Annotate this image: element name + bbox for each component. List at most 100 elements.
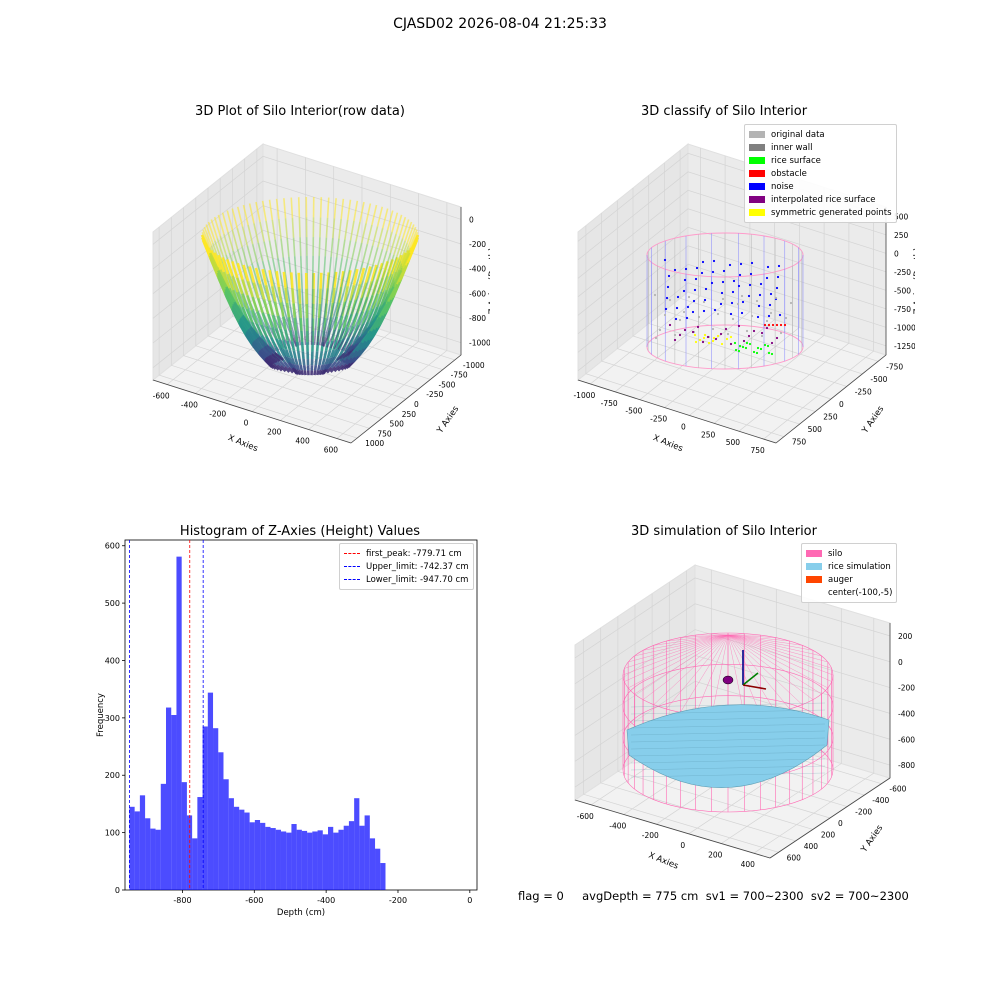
panel1-scan-segment	[265, 344, 276, 355]
legend-entry: silo	[806, 547, 892, 560]
panel1-scan-segment	[319, 197, 323, 218]
histogram-bars	[129, 556, 386, 890]
panel1-scan-segment	[302, 315, 305, 326]
panel1-scan-segment	[315, 351, 319, 360]
histogram-x-tick-label: -600	[245, 896, 263, 905]
panel2-noise-point	[703, 298, 707, 302]
panel1-scan-segment	[342, 258, 348, 277]
histogram-bar	[202, 726, 208, 890]
panel1-scan-segment	[330, 317, 337, 329]
panel1-scan-segment	[334, 329, 341, 340]
panel1-scan-segment	[261, 261, 268, 279]
panel1-scan-segment	[250, 309, 259, 325]
panel1-scan-segment	[241, 306, 250, 322]
panel4-x-gridline	[721, 608, 842, 844]
panel1-z-tick-label: -400	[469, 265, 486, 274]
histogram-bar	[223, 779, 229, 890]
panel4-silo-roof-line	[727, 634, 832, 682]
panel1-scan-segment	[252, 340, 262, 351]
histogram-bar	[348, 821, 355, 890]
panel1-x-axis-label: X Axies	[226, 433, 259, 454]
histogram-bar	[176, 556, 182, 890]
panel2-y-gridline	[664, 162, 863, 375]
legend-swatch	[806, 576, 822, 583]
legend-swatch	[749, 196, 765, 203]
panel2-noise-point	[682, 289, 686, 293]
histogram-bar	[166, 707, 172, 890]
panel1-scan-segment	[358, 267, 366, 285]
panel4-z-tick-label: -600	[898, 735, 915, 744]
panel1-scan-segment	[271, 276, 278, 293]
histogram-bar	[317, 830, 323, 890]
panel2-symmetric-point	[716, 334, 720, 338]
panel1-scan-segment	[208, 252, 220, 272]
panel1-scan-segment	[376, 228, 384, 248]
panel2-z-tick-label: -500	[894, 286, 911, 295]
histogram-bar	[343, 825, 349, 890]
panel1-scan-segment	[361, 244, 369, 263]
panel1-scan-segment	[358, 326, 366, 337]
panel1-scan-segment	[334, 347, 341, 357]
legend-swatch	[749, 131, 765, 138]
panel4-silo-roof-line	[727, 634, 813, 651]
panel1-scan-segment	[221, 212, 229, 233]
panel1-scan-segment	[352, 261, 359, 279]
panel4-silo-roof-line	[727, 634, 776, 638]
panel2-x-gridline	[689, 179, 800, 416]
legend-label: rice surface	[771, 155, 821, 166]
panel2-interpolated-point	[724, 327, 728, 331]
panel2-original-point	[789, 301, 793, 305]
panel4-auger-marker	[722, 675, 734, 685]
panel4-x-tick-label: 0	[680, 841, 685, 850]
panel2-interpolated-point	[696, 325, 700, 329]
panel1-scan-segment	[291, 217, 295, 238]
panel1-scan-segment	[300, 273, 303, 290]
panel2-noise-point	[691, 310, 695, 314]
panel1-scan-segment	[330, 304, 335, 317]
legend-swatch	[749, 157, 765, 164]
panel1-scan-segment	[364, 266, 372, 284]
panel1-scan-segment	[202, 229, 212, 249]
panel1-scan-segment	[371, 304, 380, 318]
panel1-scan-segment	[371, 226, 379, 246]
panel2-x-tick-label: -250	[650, 415, 667, 424]
panel1-scan-segment	[339, 306, 346, 320]
panel1-y-tick-label: -750	[451, 371, 468, 380]
panel1-scan-segment	[357, 296, 364, 311]
legend-label: symmetric generated points	[771, 207, 892, 218]
panel1-scan-segment	[297, 197, 301, 218]
panel2-y-gridline	[679, 150, 879, 362]
panel2-interpolated-point	[729, 342, 733, 346]
panel1-scan-segment	[329, 349, 335, 358]
panel4-x-tick-label: 400	[741, 860, 756, 869]
panel1-scan-segment	[353, 349, 362, 358]
panel2-original-point	[740, 294, 744, 298]
panel1-scan-segment	[330, 361, 337, 369]
panel2-x-tick-label: 0	[681, 422, 686, 431]
panel1-scan-segment	[400, 245, 410, 264]
panel1-scan-segment	[299, 256, 303, 274]
panel1-scan-segment	[334, 318, 341, 330]
panel1-scan-segment	[281, 348, 288, 358]
panel2-original-point	[658, 328, 662, 332]
panel2-x-tick-label: 250	[701, 430, 716, 439]
panel1-scan-segment	[290, 357, 296, 365]
panel2-noise-point	[686, 305, 690, 309]
panel2-noise-point	[722, 269, 726, 273]
panel1-scan-segment	[266, 321, 273, 333]
panel1-scan-segment	[268, 270, 274, 287]
panel1-scan-segment	[207, 221, 216, 242]
histogram-y-tick-label: 100	[105, 829, 120, 838]
panel1-scan-segment	[298, 358, 302, 366]
panel1-scan-segment	[356, 242, 363, 262]
panel2-y-tick-label: -500	[870, 375, 887, 384]
panel2-noise-point	[759, 282, 763, 286]
panel1-scan-segment	[395, 214, 403, 235]
panel1-scan-segment	[251, 342, 261, 352]
panel1-scan-segment	[298, 335, 302, 346]
panel2-original-point	[653, 293, 657, 297]
panel1-scan-segment	[364, 330, 372, 343]
panel2-noise-point	[694, 277, 698, 281]
legend-entry: rice surface	[749, 154, 892, 167]
panel1-scan-segment	[367, 301, 375, 315]
